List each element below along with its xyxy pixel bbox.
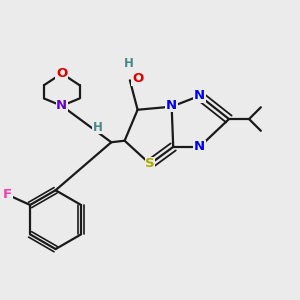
Text: S: S bbox=[145, 158, 155, 170]
Text: N: N bbox=[194, 89, 205, 102]
Text: N: N bbox=[166, 99, 177, 112]
Text: F: F bbox=[3, 188, 12, 201]
Text: H: H bbox=[92, 121, 102, 134]
Text: N: N bbox=[56, 99, 67, 112]
Text: O: O bbox=[56, 67, 68, 80]
Text: O: O bbox=[132, 72, 143, 85]
Text: H: H bbox=[123, 57, 133, 70]
Text: N: N bbox=[194, 140, 205, 153]
